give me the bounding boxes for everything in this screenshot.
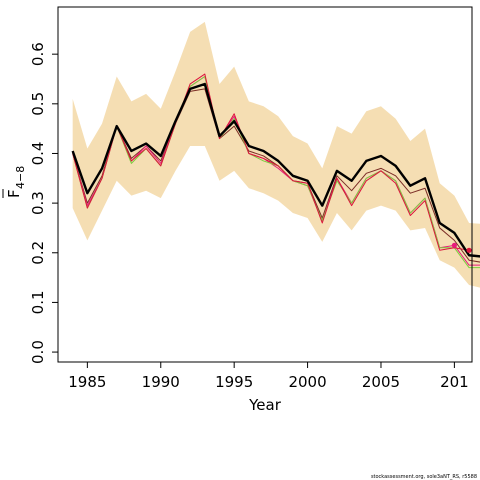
confidence-band-layer [72, 21, 480, 288]
x-tick-label: 2000 [288, 373, 326, 391]
y-tick-label: 0.1 [29, 290, 47, 314]
y-tick-label: 0.2 [29, 241, 47, 265]
x-axis-title: Year [248, 396, 282, 414]
y-axis: 0.0 0.1 0.2 0.3 0.4 0.5 0.6 [29, 42, 58, 364]
y-axis-title-main: F [5, 189, 23, 198]
plot-frame [57, 6, 473, 363]
y-tick-label: 0.0 [29, 340, 47, 364]
y-tick-label: 0.6 [29, 42, 47, 66]
x-axis: 1985 1990 1995 2000 2005 201 [68, 362, 469, 391]
y-axis-title-sub: 4−8 [14, 166, 27, 189]
x-tick-label: 201 [440, 373, 469, 391]
series-layer [71, 73, 480, 269]
y-tick-label: 0.4 [29, 142, 47, 166]
series-line-main [71, 82, 480, 258]
x-tick-label: 2005 [362, 373, 400, 391]
x-tick-label: 1995 [215, 373, 253, 391]
x-tick-label: 1985 [68, 373, 106, 391]
y-axis-title: F 4−8 [2, 166, 27, 198]
y-tick-label: 0.3 [29, 191, 47, 215]
confidence-band [72, 21, 480, 288]
end-point-layer [451, 242, 472, 253]
end-point-2 [466, 247, 472, 253]
y-tick-label: 0.5 [29, 92, 47, 116]
end-point-1 [451, 242, 457, 248]
series-line-4 [72, 73, 470, 251]
credit-text: stockassessment.org, sole3aNT_RS, r5588 [371, 474, 477, 480]
x-tick-label: 1990 [142, 373, 180, 391]
